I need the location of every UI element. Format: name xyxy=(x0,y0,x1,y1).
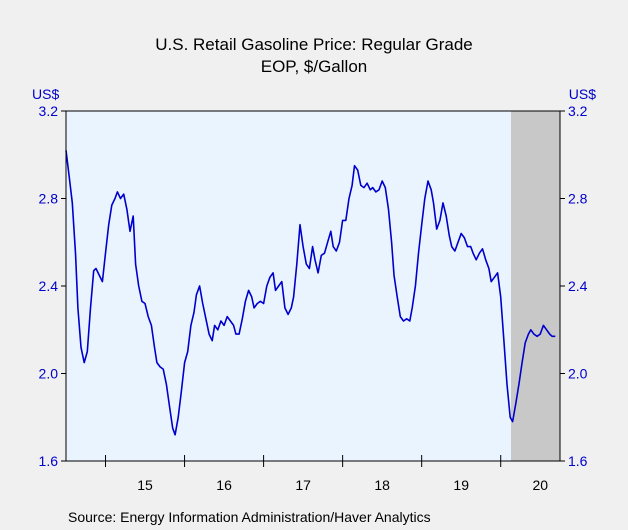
y-tick-label-left: 2.8 xyxy=(39,191,59,207)
y-tick-label-left: 3.2 xyxy=(39,103,59,119)
y-tick-label-left: 2.4 xyxy=(39,278,59,294)
x-tick-label: 20 xyxy=(532,477,548,493)
right-unit-label: US$ xyxy=(569,86,596,102)
series-line-gasoline-price xyxy=(65,150,556,436)
plot-frame xyxy=(65,110,561,462)
chart-title: U.S. Retail Gasoline Price: Regular Grad… xyxy=(155,35,472,54)
y-tick-label-right: 1.6 xyxy=(568,453,588,469)
left-unit-label: US$ xyxy=(32,86,59,102)
x-tick-label: 16 xyxy=(216,477,232,493)
x-tick-label: 15 xyxy=(137,477,153,493)
y-tick-label-right: 2.8 xyxy=(568,191,588,207)
y-tick-label-right: 2.0 xyxy=(568,366,588,382)
recession-shading xyxy=(511,111,560,461)
y-tick-label-left: 2.0 xyxy=(39,366,59,382)
source-note: Source: Energy Information Administratio… xyxy=(68,509,431,525)
x-tick-label: 17 xyxy=(295,477,311,493)
x-tick-label: 19 xyxy=(453,477,469,493)
plot-area xyxy=(66,111,560,461)
y-tick-label-right: 2.4 xyxy=(568,278,588,294)
y-tick-label-left: 1.6 xyxy=(39,453,59,469)
y-tick-label-right: 3.2 xyxy=(568,103,588,119)
chart-subtitle: EOP, $/Gallon xyxy=(261,57,367,76)
x-tick-label: 18 xyxy=(374,477,390,493)
